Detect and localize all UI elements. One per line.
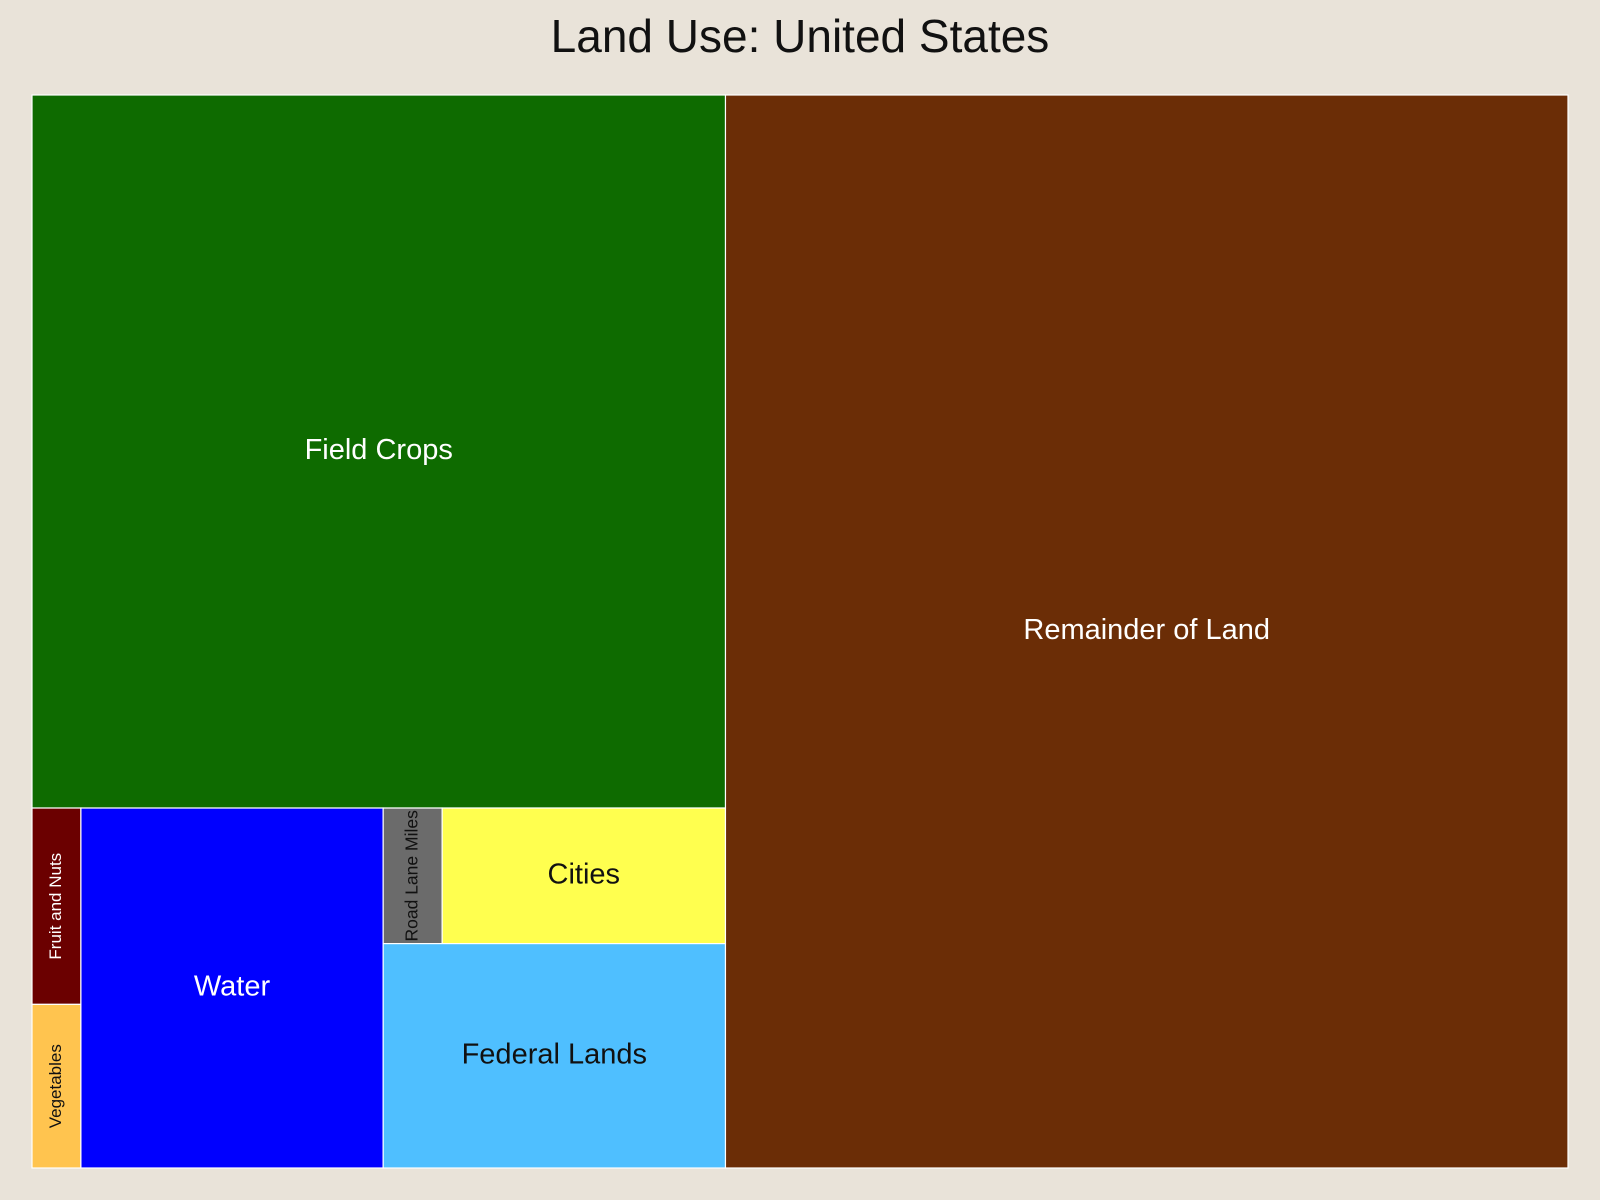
treemap-cell	[31, 94, 727, 809]
treemap-cell	[80, 807, 384, 1169]
cell-label: Road Lane Miles	[401, 810, 421, 942]
cell-label: Fruit and Nuts	[46, 853, 65, 960]
treemap-cell	[382, 943, 727, 1169]
cell-label: Cities	[548, 858, 621, 890]
treemap-cell	[31, 1003, 82, 1169]
cell-label: Field Crops	[305, 434, 453, 466]
treemap-cell	[31, 807, 82, 1005]
cell-label: Remainder of Land	[1023, 614, 1270, 646]
treemap-cell	[724, 94, 1569, 1169]
treemap-cell	[441, 807, 727, 945]
chart-title: Land Use: United States	[551, 10, 1050, 62]
cell-label: Vegetables	[46, 1044, 65, 1128]
cell-label: Water	[194, 971, 271, 1003]
cell-label: Federal Lands	[462, 1038, 647, 1070]
